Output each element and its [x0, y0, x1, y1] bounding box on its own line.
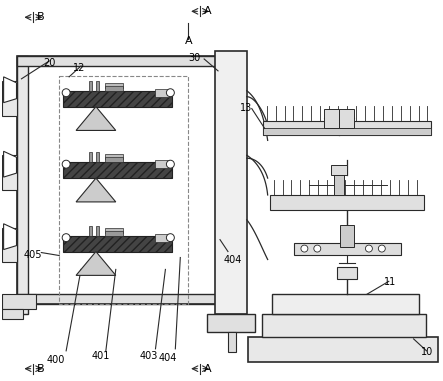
Text: 404: 404	[224, 255, 242, 264]
Bar	[272, 294, 419, 314]
Text: A: A	[204, 6, 212, 16]
Text: 20: 20	[43, 58, 56, 68]
Circle shape	[167, 234, 175, 242]
Text: 13: 13	[240, 102, 252, 113]
Bar	[263, 120, 431, 135]
Bar	[215, 51, 247, 314]
Bar	[155, 89, 169, 97]
Bar	[105, 86, 123, 91]
Text: 30: 30	[188, 53, 201, 63]
Bar	[16, 56, 220, 66]
Bar	[105, 231, 123, 236]
Bar	[207, 314, 255, 332]
Text: B: B	[37, 364, 45, 374]
Text: B: B	[37, 12, 45, 22]
Bar	[324, 109, 339, 128]
Text: 10: 10	[420, 347, 433, 357]
Bar	[16, 294, 220, 304]
Text: 12: 12	[73, 63, 85, 73]
Bar	[105, 157, 123, 162]
Text: 404: 404	[158, 353, 177, 363]
Bar	[270, 195, 424, 210]
Bar	[96, 152, 99, 162]
Text: A: A	[204, 364, 212, 374]
Circle shape	[62, 89, 70, 97]
Bar	[155, 160, 169, 168]
Circle shape	[62, 160, 70, 168]
Polygon shape	[4, 77, 16, 102]
Polygon shape	[4, 151, 16, 177]
Bar	[96, 81, 99, 91]
Circle shape	[314, 245, 321, 252]
Bar	[331, 165, 347, 175]
Bar	[2, 309, 23, 319]
Text: A: A	[184, 36, 192, 46]
Bar	[2, 228, 16, 263]
Circle shape	[62, 234, 70, 242]
Circle shape	[167, 89, 175, 97]
Bar	[2, 294, 36, 309]
Polygon shape	[76, 107, 116, 130]
Bar	[89, 152, 92, 162]
Bar	[96, 226, 99, 236]
Bar	[337, 267, 357, 279]
Polygon shape	[76, 251, 116, 275]
Text: 400: 400	[47, 355, 66, 365]
Bar	[63, 91, 172, 107]
Polygon shape	[4, 224, 16, 250]
Bar	[105, 154, 123, 159]
Bar	[63, 162, 172, 178]
Bar	[263, 128, 431, 135]
Bar	[63, 236, 172, 251]
Bar	[2, 81, 16, 115]
Text: 405: 405	[23, 250, 42, 259]
Circle shape	[365, 245, 373, 252]
Bar	[334, 175, 344, 195]
Circle shape	[378, 245, 385, 252]
Bar	[105, 83, 123, 88]
Bar	[2, 155, 16, 190]
Bar	[228, 332, 236, 352]
Bar	[89, 81, 92, 91]
Bar	[16, 56, 28, 314]
Bar	[340, 225, 354, 247]
Bar	[248, 337, 439, 362]
Text: 11: 11	[384, 277, 396, 287]
Circle shape	[301, 245, 308, 252]
Bar	[339, 109, 354, 128]
Bar	[262, 314, 426, 337]
Text: 401: 401	[92, 351, 110, 361]
Bar	[16, 56, 220, 304]
Bar	[59, 76, 188, 304]
Bar	[155, 234, 169, 242]
Text: 403: 403	[140, 351, 158, 361]
Bar	[295, 243, 400, 255]
Bar	[89, 226, 92, 236]
Circle shape	[167, 160, 175, 168]
Polygon shape	[76, 178, 116, 202]
Bar	[105, 228, 123, 233]
